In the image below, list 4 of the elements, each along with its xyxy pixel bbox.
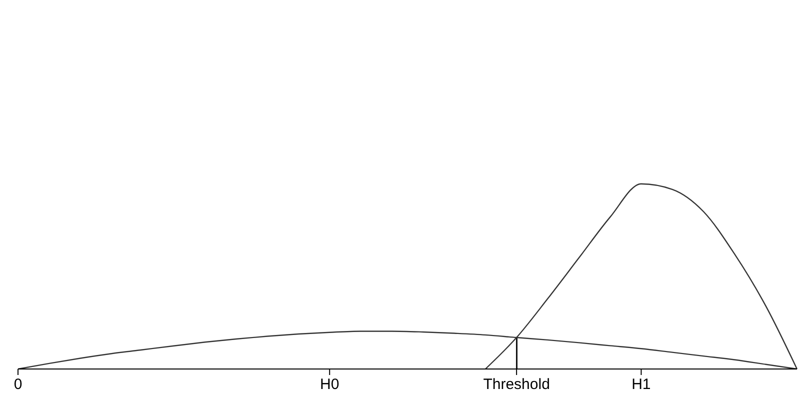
x-tick-label: 0 — [14, 376, 22, 393]
x-tick-label: H1 — [632, 376, 651, 393]
x-tick-label: Threshold — [483, 376, 550, 393]
x-tick-label: H0 — [320, 376, 340, 393]
